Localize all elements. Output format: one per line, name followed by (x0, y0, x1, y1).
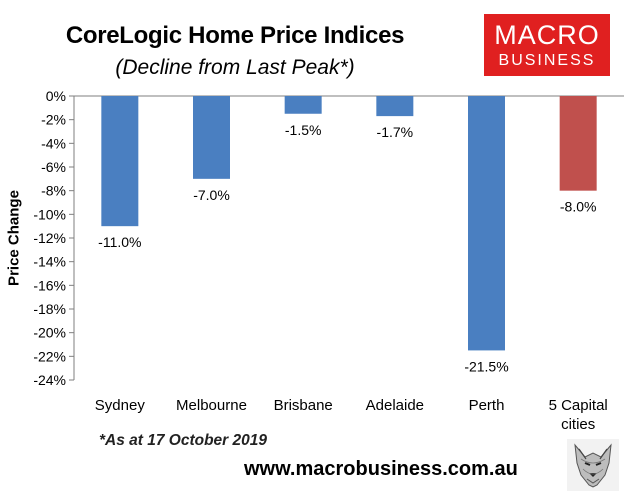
data-label: -8.0% (560, 199, 597, 215)
y-tick-label: -22% (33, 348, 66, 364)
y-tick-label: -12% (33, 230, 66, 246)
y-tick-label: -18% (33, 301, 66, 317)
category-label: Sydney (95, 397, 146, 414)
y-tick-label: -16% (33, 277, 66, 293)
chart-title: CoreLogic Home Price Indices (65, 22, 405, 49)
category-label: Adelaide (366, 397, 424, 414)
data-label: -11.0% (98, 234, 141, 250)
y-tick-label: -14% (33, 254, 66, 270)
y-tick-label: -10% (33, 206, 66, 222)
category-label: Melbourne (176, 397, 247, 414)
y-tick-label: 0% (46, 88, 66, 104)
category-label: Perth (469, 397, 505, 414)
footnote: *As at 17 October 2019 (99, 432, 268, 449)
y-tick-label: -4% (41, 135, 66, 151)
bar (376, 96, 414, 117)
bar (284, 96, 322, 114)
category-label: cities (561, 416, 595, 430)
chart-subtitle: (Decline from Last Peak*) (115, 56, 355, 79)
y-tick-label: -8% (41, 183, 66, 199)
data-label: -21.5% (464, 358, 508, 374)
macrobusiness-logo: MACRO BUSINESS (484, 14, 610, 76)
bar (468, 96, 505, 351)
bar (101, 96, 139, 227)
data-label: -1.7% (377, 124, 414, 140)
category-label: Brisbane (274, 397, 333, 414)
bar (559, 96, 597, 191)
data-label: -7.0% (193, 187, 230, 203)
category-label: 5 Capital (549, 397, 608, 414)
website-url: www.macrobusiness.com.au (244, 458, 518, 480)
y-tick-label: -24% (33, 372, 66, 388)
logo-line-1: MACRO (494, 20, 600, 50)
y-tick-label: -2% (41, 112, 66, 128)
y-tick-label: -20% (33, 325, 66, 341)
logo-line-2: BUSINESS (498, 52, 596, 69)
bar-chart: 0% -2% -4% -6% -8% -10% -12% -14% -16% -18% -20% -2… (33, 88, 624, 430)
y-tick-label: -6% (41, 159, 66, 175)
wolf-head-icon (567, 439, 619, 491)
bar (193, 96, 230, 179)
data-label: -1.5% (285, 122, 322, 138)
